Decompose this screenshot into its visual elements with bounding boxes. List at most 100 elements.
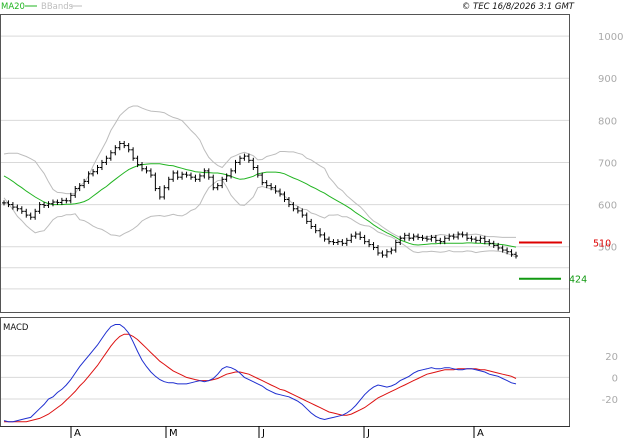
price-bar: [73, 186, 78, 198]
macd-y-axis: 20 0 -20: [602, 352, 618, 406]
price-bar: [416, 233, 421, 240]
resistance-level-label: 510: [593, 238, 611, 249]
macd-lines: [3, 324, 517, 423]
price-bar: [331, 239, 336, 246]
price-bar: [482, 235, 487, 245]
price-bar: [153, 172, 158, 192]
date-tick-label: J: [366, 428, 370, 439]
price-bar: [278, 188, 283, 197]
legend-bbands: BBands: [41, 2, 74, 12]
copyright-text: © TEC 16/8/2026 3:1 GMT: [462, 2, 575, 12]
support-resistance-levels: 510 424: [519, 238, 611, 286]
price-bar: [389, 247, 394, 255]
price-bar: [313, 223, 318, 234]
price-bar: [505, 247, 510, 255]
price-bar: [42, 202, 47, 208]
macd-signal-line: [4, 333, 517, 423]
bollinger-bands: [3, 105, 517, 258]
support-level-label: 424: [569, 275, 587, 286]
price-bar: [37, 202, 42, 214]
price-bar: [433, 234, 438, 243]
price-bar: [487, 239, 492, 246]
macd-y-tick-label: 20: [605, 352, 618, 363]
price-bar: [59, 197, 64, 205]
price-bar: [82, 178, 87, 189]
price-y-tick-label: 500: [598, 243, 617, 254]
price-bar: [496, 242, 501, 251]
price-bar: [407, 232, 412, 241]
price-bar: [273, 185, 278, 194]
price-bar: [50, 199, 55, 207]
price-bar: [344, 237, 349, 246]
price-bar: [384, 249, 389, 258]
price-bar: [117, 140, 122, 151]
price-bar: [465, 232, 470, 241]
price-y-tick-label: 800: [598, 116, 617, 127]
price-bar: [55, 199, 60, 205]
price-bar: [188, 172, 193, 180]
price-bar: [242, 153, 247, 161]
price-bar: [460, 231, 465, 238]
price-bar: [398, 235, 403, 246]
price-bar: [451, 233, 456, 240]
price-bar: [135, 155, 140, 168]
price-bar: [140, 162, 145, 172]
price-bar: [2, 200, 6, 206]
date-tick-label: A: [477, 428, 484, 439]
price-bar: [447, 233, 452, 241]
price-bar: [33, 208, 38, 220]
price-bar: [233, 159, 238, 174]
price-bar: [367, 239, 372, 248]
price-bar: [64, 197, 69, 204]
price-bar: [215, 183, 220, 191]
macd-y-tick-label: 0: [612, 373, 618, 384]
price-bar: [260, 172, 265, 186]
price-bar: [108, 150, 113, 161]
price-bar: [197, 173, 202, 182]
macd-line: [3, 324, 517, 423]
price-bar: [286, 196, 291, 208]
price-bar: [6, 200, 11, 208]
price-bar: [318, 228, 323, 238]
price-bar: [202, 168, 207, 179]
price-bar: [15, 204, 20, 212]
bbands-lower-line: [3, 179, 517, 258]
price-bar: [113, 145, 118, 156]
price-bar: [24, 208, 29, 218]
price-bar: [229, 168, 234, 179]
legend-ma20: MA20: [1, 2, 25, 12]
price-bar: [91, 169, 96, 177]
price-bar: [353, 231, 358, 239]
price-bar: [86, 171, 91, 184]
macd-gridlines: [1, 355, 569, 400]
price-bar: [122, 140, 127, 149]
price-y-tick-label: 1000: [598, 32, 623, 43]
price-bar: [99, 159, 104, 171]
price-bar: [473, 236, 478, 243]
price-bar: [509, 249, 514, 257]
price-bar: [269, 183, 274, 191]
price-bar: [349, 233, 354, 243]
price-bar: [184, 171, 189, 178]
price-bar: [68, 192, 73, 204]
price-bar: [514, 251, 518, 259]
price-bar: [206, 168, 211, 180]
price-bar: [309, 218, 314, 230]
price-y-tick-label: 700: [598, 158, 617, 169]
price-bar: [402, 232, 407, 241]
price-bar: [157, 186, 162, 200]
price-bar: [282, 191, 287, 203]
price-bar: [300, 208, 305, 218]
date-tick-label: A: [74, 428, 81, 439]
price-bar: [162, 185, 167, 200]
price-bar: [10, 202, 15, 210]
price-bar: [491, 240, 496, 248]
price-bar: [175, 170, 180, 180]
price-bar: [291, 202, 296, 212]
price-bar: [171, 170, 176, 182]
ma20-line: [3, 163, 517, 248]
price-gridlines: [1, 35, 569, 290]
bbands-upper-line: [3, 105, 516, 239]
